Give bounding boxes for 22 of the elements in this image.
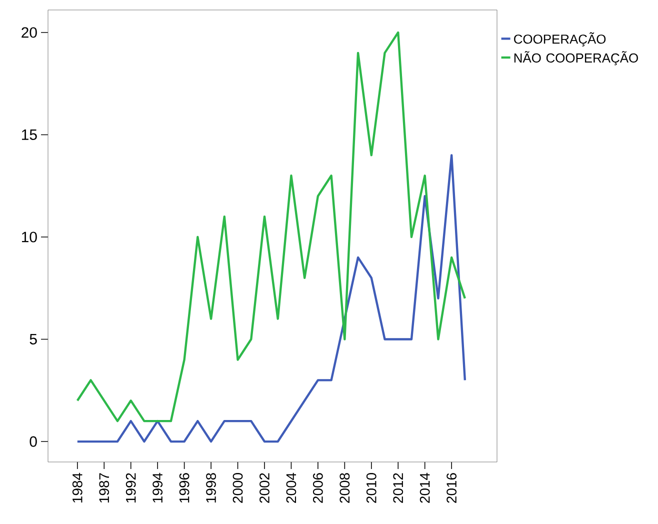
y-tick-label: 10 [22,232,37,242]
x-tick-label: 1987 [99,473,110,502]
x-tick-label: 1984 [72,472,82,502]
x-tick-label: 2002 [260,473,270,503]
x-tick-label: 2012 [393,473,404,503]
legend-label: NÃO COOPERAÇÃO [514,51,638,66]
y-tick-label: 15 [22,130,37,140]
x-tick-label: 1998 [206,473,216,502]
x-tick-label: 2010 [366,473,376,503]
x-tick-label: 2016 [446,473,457,503]
x-tick-label: 1994 [152,472,163,502]
x-tick-label: 1996 [179,473,190,502]
y-tick-label: 5 [30,334,37,344]
legend-label: COOPERAÇÃO [514,32,606,46]
x-tick-label: 2000 [232,473,243,503]
x-tick-label: 2008 [340,473,350,503]
x-tick-label: 1992 [126,473,136,502]
y-tick-label: 20 [22,27,37,38]
x-tick-label: 2006 [312,473,323,503]
x-tick-label: 2014 [420,472,430,503]
y-tick-label: 0 [30,436,37,447]
x-tick-label: 2004 [286,472,296,503]
